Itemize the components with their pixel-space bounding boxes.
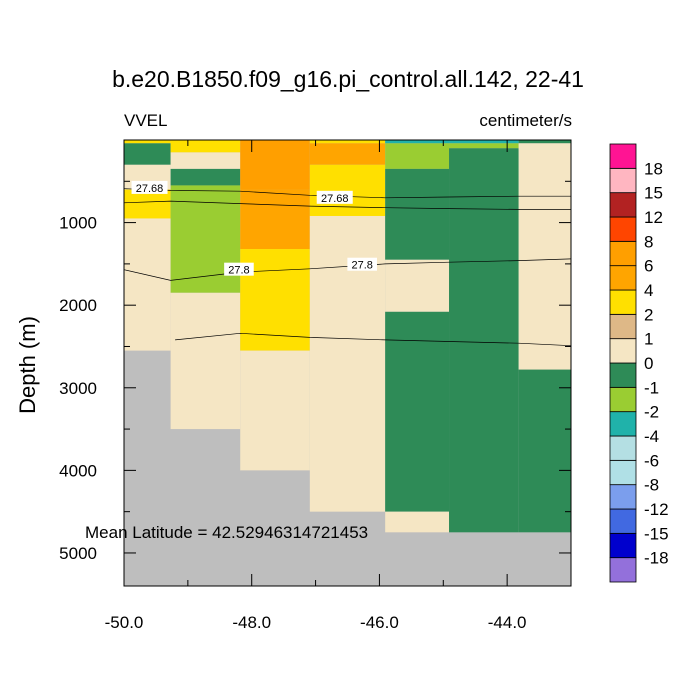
data-cell: [240, 350, 310, 471]
colorbar-swatch: [609, 362, 637, 388]
colorbar-label: -6: [644, 451, 659, 470]
data-cell: [449, 140, 519, 144]
colorbar-swatch: [609, 532, 637, 559]
colorbar-label: -12: [644, 500, 669, 519]
data-cell: [449, 143, 519, 149]
data-cell: [385, 143, 450, 169]
colorbar-label: 4: [644, 281, 653, 300]
data-cell: [240, 140, 310, 190]
colorbar-swatch: [609, 240, 637, 267]
data-cell: [385, 311, 450, 512]
y-tick-label: 1000: [59, 214, 97, 233]
contour-layer: 27.68 27.68 27.8 27.8: [123, 180, 572, 347]
colorbar-swatch: [609, 411, 637, 437]
colorbar-swatch: [609, 265, 637, 291]
data-cell: [309, 143, 386, 165]
colorbar-label: 2: [644, 305, 653, 324]
data-cell: [449, 148, 519, 533]
y-tick-label: 3000: [59, 379, 97, 398]
y-tick-label: 2000: [59, 296, 97, 315]
colorbar-label: -2: [644, 403, 659, 422]
x-tick-label: -44.0: [488, 613, 527, 632]
units-label: centimeter/s: [479, 111, 572, 130]
colorbar-swatch: [609, 459, 637, 486]
data-cell: [385, 511, 450, 533]
data-cell: [170, 168, 241, 186]
data-cell: [518, 140, 571, 144]
colorbar-label: 8: [644, 232, 653, 251]
colorbar-swatch: [609, 508, 637, 534]
colorbar-swatch: [609, 313, 637, 340]
y-axis-label: Depth (m): [15, 316, 40, 414]
data-cell: [170, 140, 241, 153]
contour-label: 27.8: [351, 260, 372, 272]
data-cell: [385, 168, 450, 260]
colorbar-label: 18: [644, 159, 663, 178]
contour-line: [175, 332, 572, 347]
colorbar-swatch: [609, 484, 637, 510]
x-tick-label: -46.0: [360, 613, 399, 632]
colorbar-swatch: [609, 557, 637, 583]
colorbar-label: -15: [644, 524, 669, 543]
contour-label-box: [131, 180, 168, 194]
mean-latitude-annotation: Mean Latitude = 42.52946314721453: [85, 523, 368, 542]
colorbar-label: 12: [644, 208, 663, 227]
y-tick-label: 5000: [59, 544, 97, 563]
colorbar-swatch: [609, 386, 637, 413]
x-axis: -50.0 -48.0 -46.0 -44.0: [105, 140, 572, 632]
colorbar-label: 6: [644, 257, 653, 276]
data-cell: [124, 189, 171, 219]
colorbar-swatch: [609, 338, 637, 364]
colorbar-label: 15: [644, 184, 663, 203]
x-tick-label: -48.0: [232, 613, 271, 632]
colorbar-label: 0: [644, 354, 653, 373]
colorbar-swatch: [609, 143, 637, 169]
contour-label: 27.68: [321, 193, 349, 205]
colorbar-swatch: [609, 216, 637, 242]
data-cell: [309, 164, 386, 216]
colorbar-swatch: [609, 192, 637, 218]
data-cell: [124, 143, 171, 165]
data-cell: [518, 143, 571, 370]
plot-area: [124, 140, 571, 586]
data-cell: [240, 189, 310, 250]
x-tick-label: -50.0: [105, 613, 144, 632]
colorbar-label: -1: [644, 378, 659, 397]
colorbar-label: -4: [644, 427, 659, 446]
data-cell: [124, 140, 171, 144]
colorbar-label: 1: [644, 330, 653, 349]
plot-frame: [123, 139, 572, 587]
data-cell: [385, 140, 450, 144]
data-cell: [518, 369, 571, 533]
chart-title: b.e20.B1850.f09_g16.pi_control.all.142, …: [112, 66, 584, 92]
contour-line: [123, 200, 571, 210]
variable-label: VVEL: [124, 111, 167, 130]
contour-label: 27.8: [228, 265, 249, 277]
data-cell: [124, 218, 171, 351]
contour-label-box: [224, 262, 254, 276]
data-cell: [170, 152, 241, 169]
colorbar-swatch: [609, 435, 637, 461]
y-axis: 1000 2000 3000 4000 5000: [59, 180, 571, 563]
colorbar-label: -18: [644, 549, 669, 568]
data-cell: [309, 140, 386, 144]
colorbar-swatch: [609, 167, 637, 194]
contour-label-box: [347, 257, 377, 271]
colorbar-label: -8: [644, 476, 659, 495]
data-cell: [170, 292, 241, 430]
contour-label: 27.68: [136, 183, 164, 195]
y-tick-label: 4000: [59, 461, 97, 480]
contour-label-box: [316, 190, 353, 204]
colorbar-swatch: [609, 289, 637, 315]
data-cell: [385, 259, 450, 312]
